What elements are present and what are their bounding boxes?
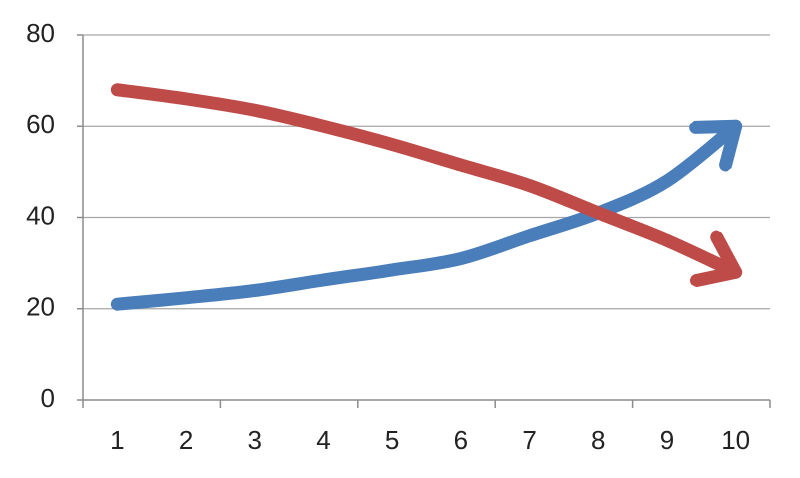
- y-tick-label: 80: [26, 18, 55, 48]
- x-tick-label: 9: [660, 425, 674, 455]
- x-tick-label: 1: [110, 425, 124, 455]
- x-tick-label: 8: [591, 425, 605, 455]
- x-tick-label: 2: [179, 425, 193, 455]
- x-tick-label: 5: [385, 425, 399, 455]
- y-tick-label: 0: [41, 383, 55, 413]
- y-tick-label: 60: [26, 109, 55, 139]
- x-tick-label: 3: [248, 425, 262, 455]
- y-tick-label: 40: [26, 200, 55, 230]
- x-tick-label: 6: [454, 425, 468, 455]
- series-line: [110, 119, 743, 311]
- x-tick-label: 10: [721, 425, 750, 455]
- x-tick-label: 4: [316, 425, 330, 455]
- x-tick-label: 7: [522, 425, 536, 455]
- y-tick-label: 20: [26, 292, 55, 322]
- series-line: [110, 83, 743, 273]
